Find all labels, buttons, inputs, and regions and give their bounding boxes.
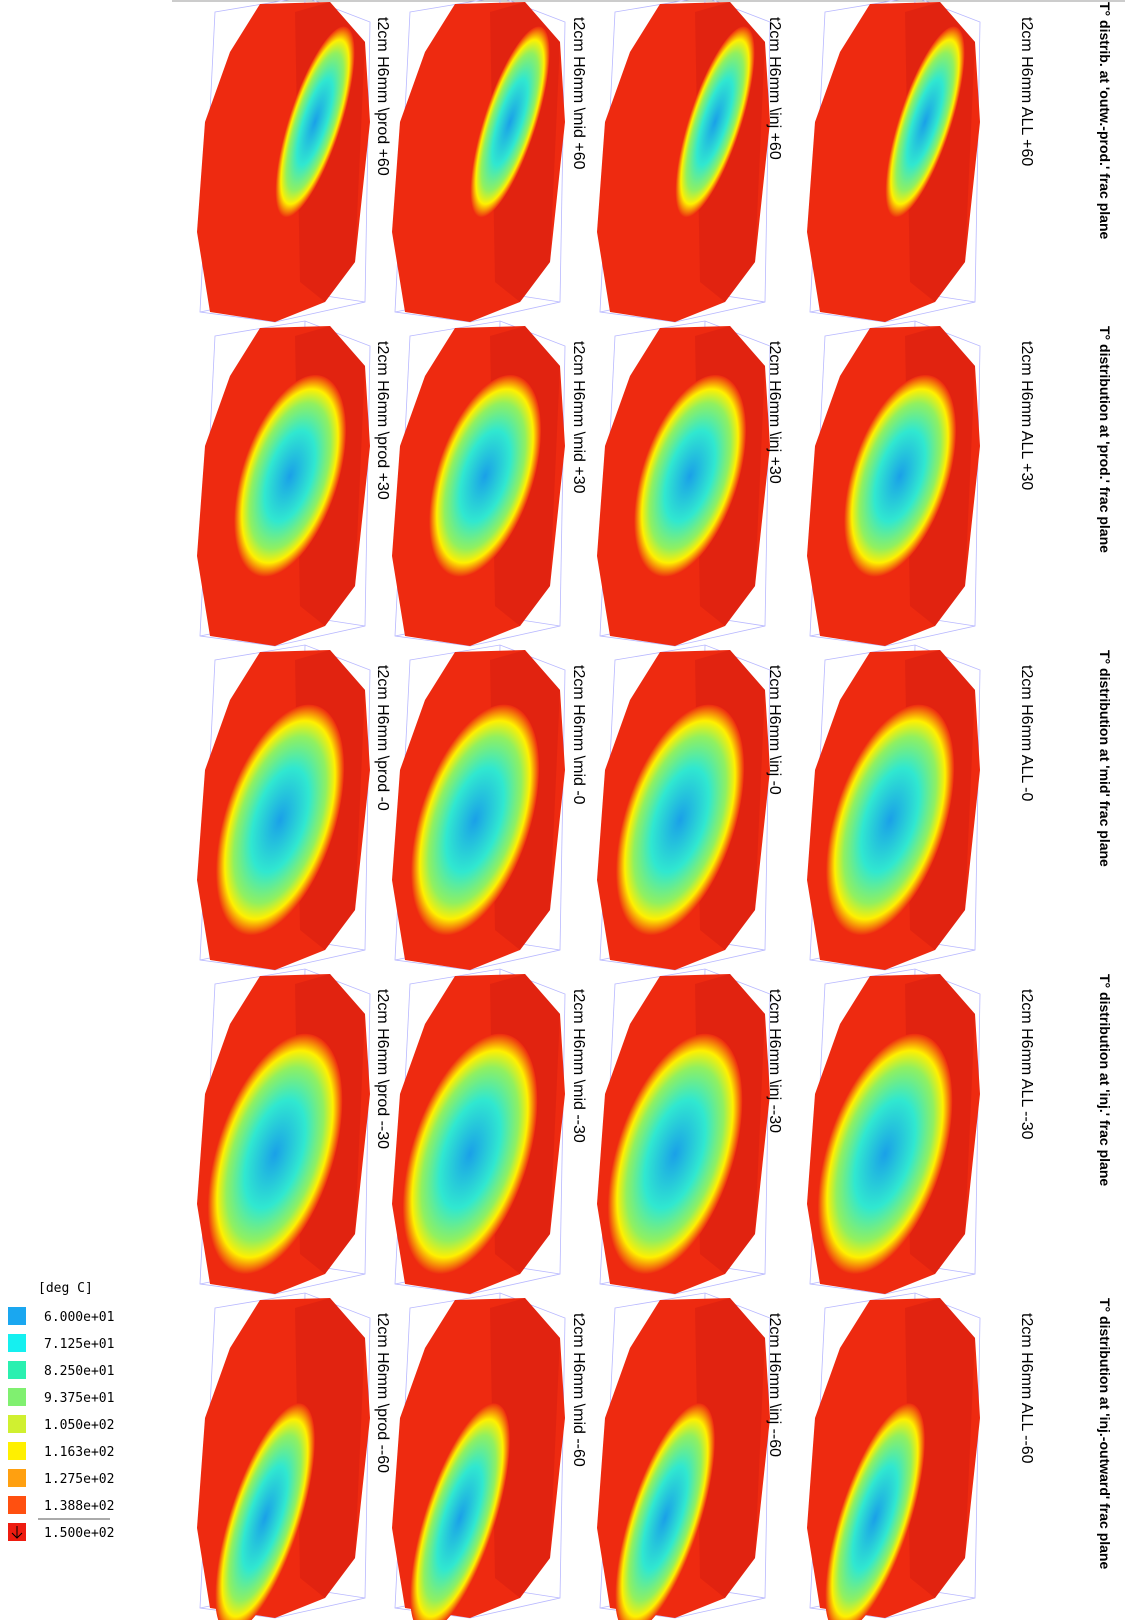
legend-swatch	[8, 1496, 26, 1514]
row: t2cm H6mm \prod --30 t2cm H6mm \mid --30 t…	[181, 969, 1113, 1294]
figure: [deg C] 6.000e+01 7.125e+01 8.250e+01 9.375…	[0, 0, 1125, 1620]
panel-label: t2cm H6mm \mid +30	[570, 341, 587, 494]
row-label: T° distribution at 'mid' frac plane	[1097, 650, 1113, 867]
panel-label: t2cm H6mm ALL +60	[1018, 17, 1035, 166]
panel-image	[805, 1293, 980, 1620]
legend-label: 8.250e+01	[44, 1364, 114, 1379]
panel-image	[791, 969, 980, 1294]
panel-label: t2cm H6mm \inj --30	[766, 989, 783, 1133]
legend-label: 9.375e+01	[44, 1391, 114, 1406]
panel-label: t2cm H6mm \mid --60	[570, 1313, 587, 1467]
row: t2cm H6mm \prod +60 t2cm H6mm \mid +60 t2c…	[197, 0, 1113, 322]
panel-label: t2cm H6mm ALL --30	[1018, 989, 1035, 1140]
row: t2cm H6mm \prod -0 t2cm H6mm \mid -0 t2cm …	[191, 645, 1113, 970]
row-label: T° distribution at 'inj.-outward' frac p…	[1097, 1298, 1113, 1569]
row: t2cm H6mm \prod +30 t2cm H6mm \mid +30 t2c…	[197, 321, 1113, 646]
panel-image	[376, 969, 565, 1294]
panel-label: t2cm H6mm \mid -0	[570, 665, 587, 805]
legend-swatch	[8, 1442, 26, 1460]
legend-title: [deg C]	[38, 1281, 93, 1296]
panel-image	[801, 645, 980, 970]
panel-image	[195, 1293, 370, 1620]
legend-swatch	[8, 1469, 26, 1487]
panel-label: t2cm H6mm \inj +30	[766, 341, 783, 484]
panel-label: t2cm H6mm ALL --60	[1018, 1313, 1035, 1464]
legend-swatch	[8, 1388, 26, 1406]
legend-label: 1.050e+02	[44, 1418, 114, 1433]
panel-image	[591, 645, 770, 970]
panel-label: t2cm H6mm \inj -0	[766, 665, 783, 795]
panel-label: t2cm H6mm \inj +60	[766, 17, 783, 160]
panel-image	[581, 969, 770, 1294]
legend-label: 1.163e+02	[44, 1445, 114, 1460]
legend-label: 1.388e+02	[44, 1499, 114, 1514]
panel-image	[390, 1293, 565, 1620]
panel-image	[597, 0, 771, 322]
legend: [deg C] 6.000e+01 7.125e+01 8.250e+01 9.375…	[8, 1281, 114, 1541]
legend-swatch	[8, 1334, 26, 1352]
row-label: T° distribution at 'inj.' frac plane	[1097, 974, 1113, 1186]
row-label: T° distrib. at 'outw.-prod.' frac plane	[1097, 2, 1113, 240]
panel-image	[595, 1293, 770, 1620]
panel-image	[191, 645, 370, 970]
panel-image	[181, 969, 370, 1294]
panel-image	[386, 645, 565, 970]
legend-label: 1.275e+02	[44, 1472, 114, 1487]
legend-label: 6.000e+01	[44, 1310, 114, 1325]
legend-swatch	[8, 1361, 26, 1379]
legend-label: 7.125e+01	[44, 1337, 114, 1352]
panel-label: t2cm H6mm \prod +30	[374, 341, 391, 500]
panel-label: t2cm H6mm \mid +60	[570, 17, 587, 170]
panel-image	[197, 0, 371, 322]
panel-image	[807, 0, 981, 322]
panel-image	[597, 321, 770, 646]
panel-label: t2cm H6mm ALL -0	[1018, 665, 1035, 801]
panel-label: t2cm H6mm \prod +60	[374, 17, 391, 176]
panel-label: t2cm H6mm \prod --30	[374, 989, 391, 1149]
panel-image	[392, 321, 565, 646]
row: t2cm H6mm \prod --60 t2cm H6mm \mid --60 t…	[195, 1293, 1113, 1620]
panel-image	[807, 321, 980, 646]
panel-label: t2cm H6mm \inj --60	[766, 1313, 783, 1457]
legend-label: 1.500e+02	[44, 1526, 114, 1541]
panel-label: t2cm H6mm ALL +30	[1018, 341, 1035, 490]
row-label: T° distribution at 'prod.' frac plane	[1097, 326, 1113, 553]
legend-swatch	[8, 1415, 26, 1433]
panel-label: t2cm H6mm \prod -0	[374, 665, 391, 811]
panel-image	[197, 321, 370, 646]
legend-swatch	[8, 1307, 26, 1325]
panel-image	[392, 0, 566, 322]
panel-label: t2cm H6mm \prod --60	[374, 1313, 391, 1473]
panel-label: t2cm H6mm \mid --30	[570, 989, 587, 1143]
